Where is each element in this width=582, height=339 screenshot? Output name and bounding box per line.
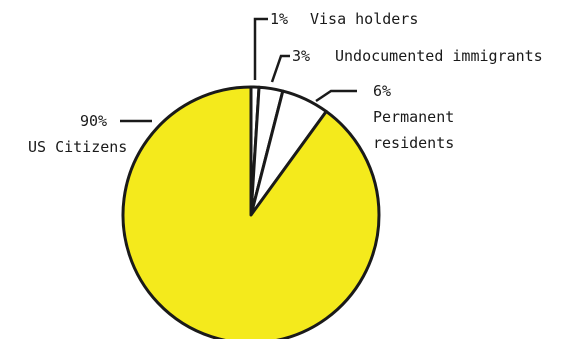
pie-slice-us-citizens	[121, 85, 381, 339]
leader-line-permanent	[315, 89, 357, 103]
label-visa-name: Visa holders	[310, 10, 418, 28]
label-us-citizens-name: US Citizens	[28, 138, 127, 156]
label-permanent-name-line2: residents	[373, 134, 454, 152]
leader-line-visa-holders	[253, 17, 268, 80]
label-us-citizens-pct: 90%	[80, 112, 107, 130]
pie-slices	[121, 85, 381, 339]
label-undocumented-name: Undocumented immigrants	[335, 47, 543, 65]
leader-line-undocumented	[270, 54, 290, 83]
label-permanent-pct: 6%	[373, 82, 391, 100]
label-permanent-name-line1: Permanent	[373, 108, 454, 126]
label-visa-pct: 1%	[270, 10, 288, 28]
label-undocumented-pct: 3%	[292, 47, 310, 65]
